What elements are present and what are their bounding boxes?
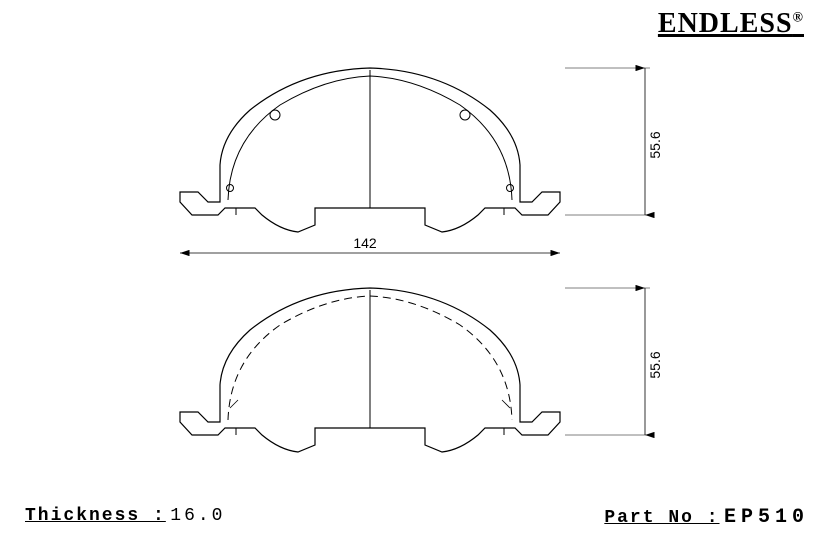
thickness-info: Thickness : 16.0: [25, 506, 226, 529]
width-dimension: 142: [180, 235, 560, 253]
part-info: Part No : EP510: [604, 506, 809, 529]
height-dim-top: 55.6: [565, 68, 663, 215]
footer: Thickness : 16.0 Part No : EP510: [0, 506, 834, 529]
part-value: EP510: [724, 506, 809, 529]
height-dim-bottom: 55.6: [565, 288, 663, 435]
technical-drawing: 142 55.6 55.6: [140, 30, 700, 490]
brand-mark: ®: [793, 11, 804, 26]
height-bottom-value: 55.6: [647, 351, 663, 378]
thickness-label: Thickness :: [25, 506, 166, 526]
height-top-value: 55.6: [647, 131, 663, 158]
width-dim-value: 142: [353, 235, 377, 251]
part-label: Part No :: [604, 508, 719, 528]
brake-pad-top: [180, 68, 560, 232]
thickness-value: 16.0: [170, 506, 225, 526]
brake-pad-bottom: [180, 288, 560, 452]
